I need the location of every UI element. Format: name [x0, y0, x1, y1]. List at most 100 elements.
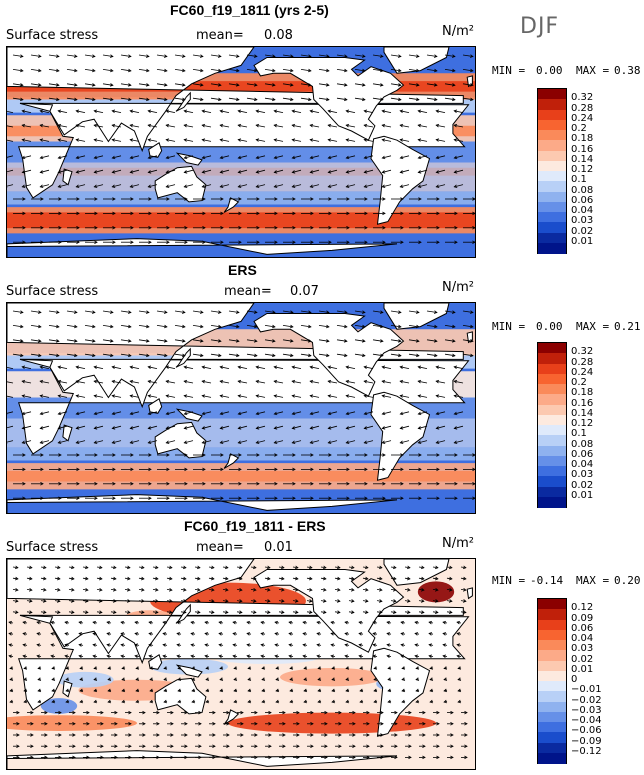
colorbar-level-label: 0.12 — [571, 418, 594, 429]
colorbar-swatch — [538, 109, 566, 121]
colorbar-level-label: 0.12 — [571, 602, 594, 614]
colorbar-swatch — [538, 99, 566, 110]
colorbar-swatch — [538, 140, 566, 151]
panel-2-map — [3, 302, 476, 514]
colorbar-swatch — [538, 599, 566, 610]
panel-3-min-label: MIN = — [492, 574, 526, 587]
colorbar-swatch — [538, 181, 566, 192]
colorbar-level-label: 0.02 — [571, 479, 594, 491]
colorbar-swatch — [538, 130, 566, 141]
colorbar-swatch — [538, 650, 566, 661]
colorbar-swatch — [538, 609, 566, 620]
panel-1-mean-value: 0.08 — [264, 28, 293, 43]
panel-3-field — [0, 558, 475, 769]
panel-2-min-label: MIN = — [492, 320, 526, 333]
panel-3-max-value: 0.20 — [614, 574, 641, 587]
panel-3-variable: Surface stress — [6, 540, 99, 555]
colorbar-level-label: 0.32 — [571, 92, 594, 104]
panel-3-mean-label: mean= — [196, 540, 244, 555]
season-label: DJF — [520, 14, 560, 39]
colorbar-swatch — [538, 466, 566, 477]
panel-3-min-value: -0.14 — [530, 574, 564, 587]
panel-2-min-value: 0.00 — [536, 320, 563, 333]
colorbar-level-label: 0.04 — [571, 633, 594, 644]
colorbar-level-label: 0.24 — [571, 112, 594, 124]
colorbar-level-label: −0.04 — [571, 715, 602, 726]
colorbar-swatch — [538, 414, 566, 426]
colorbar-level-label: 0.18 — [571, 133, 594, 145]
colorbar-swatch — [538, 191, 566, 203]
panel-3-unit: N/m² — [442, 536, 474, 551]
panel-1-min-value: 0.00 — [536, 64, 563, 77]
panel-3-mean-value: 0.01 — [264, 540, 293, 555]
panel-1-variable: Surface stress — [6, 28, 99, 43]
colorbar-level-label: 0.02 — [571, 653, 594, 665]
colorbar-swatch — [538, 119, 566, 131]
panel-1-mean-label: mean= — [196, 28, 244, 43]
panel-3-map — [0, 558, 476, 770]
colorbar-swatch — [538, 732, 566, 743]
colorbar-level-label: 0.01 — [571, 489, 594, 501]
colorbar-swatch — [538, 222, 566, 233]
panel-3-title: FC60_f19_1811 - ERS — [184, 518, 326, 534]
colorbar-swatch — [538, 722, 566, 733]
colorbar-swatch — [538, 384, 566, 395]
colorbar-swatch — [538, 701, 566, 713]
colorbar-level-label: 0.16 — [571, 397, 594, 409]
colorbar-swatch — [538, 681, 566, 692]
colorbar-swatch — [538, 660, 566, 672]
colorbar-level-label: −0.01 — [571, 684, 602, 696]
colorbar-level-label: 0.1 — [571, 428, 587, 440]
colorbar-level-label: 0.18 — [571, 387, 594, 399]
colorbar-level-label: 0.03 — [571, 643, 594, 655]
colorbar-swatch — [538, 435, 566, 446]
colorbar-swatch — [538, 343, 566, 354]
stress-vectors — [3, 54, 476, 244]
colorbar-swatch — [538, 752, 566, 764]
colorbar-swatch — [538, 640, 566, 651]
panel-1-unit: N/m² — [442, 24, 474, 39]
colorbar-level-label: 0.03 — [571, 469, 594, 481]
panel-1-max-label: MAX = — [576, 64, 610, 77]
colorbar-swatch — [538, 160, 566, 172]
panel-2-unit: N/m² — [442, 280, 474, 295]
colorbar-level-label: 0.12 — [571, 164, 594, 175]
colorbar-swatch — [538, 476, 566, 487]
colorbar-swatch — [538, 373, 566, 385]
colorbar-level-label: −0.02 — [571, 694, 602, 706]
stress-vectors — [3, 310, 476, 500]
panel-2-mean-label: mean= — [224, 284, 272, 299]
colorbar-level-label: 0.28 — [571, 102, 594, 114]
colorbar-level-label: 0.16 — [571, 143, 594, 155]
colorbar-swatch — [538, 496, 566, 508]
colorbar-swatch — [538, 711, 566, 723]
panel-2-variable: Surface stress — [6, 284, 99, 299]
colorbar-level-label: 0 — [571, 674, 578, 685]
colorbar-level-label: 0.24 — [571, 366, 594, 378]
colorbar-level-label: 0.14 — [571, 407, 594, 419]
panel-3-max-label: MAX = — [576, 574, 610, 587]
colorbar-level-label: 0.32 — [571, 346, 594, 358]
colorbar-swatch — [538, 445, 566, 457]
colorbar-swatch — [538, 232, 566, 244]
colorbar-swatch — [538, 486, 566, 498]
colorbar-level-label: 0.01 — [571, 663, 594, 675]
colorbar-swatch — [538, 171, 566, 182]
panel-2-max-label: MAX = — [576, 320, 610, 333]
colorbar-level-label: 0.14 — [571, 153, 594, 165]
panel-2-mean-value: 0.07 — [290, 284, 319, 299]
panel-2-colorbar — [537, 342, 567, 508]
colorbar-swatch — [538, 353, 566, 364]
colorbar-swatch — [538, 404, 566, 416]
colorbar-level-label: 0.2 — [571, 377, 587, 388]
panel-1-map — [3, 46, 476, 258]
colorbar-swatch — [538, 691, 566, 702]
colorbar-level-label: 0.08 — [571, 184, 594, 196]
panel-1-min-label: MIN = — [492, 64, 526, 77]
colorbar-level-label: 0.01 — [571, 235, 594, 247]
colorbar-swatch — [538, 150, 566, 162]
colorbar-level-label: 0.04 — [571, 205, 594, 216]
panel-2-title: ERS — [228, 262, 257, 278]
colorbar-swatch — [538, 394, 566, 405]
colorbar-swatch — [538, 619, 566, 631]
